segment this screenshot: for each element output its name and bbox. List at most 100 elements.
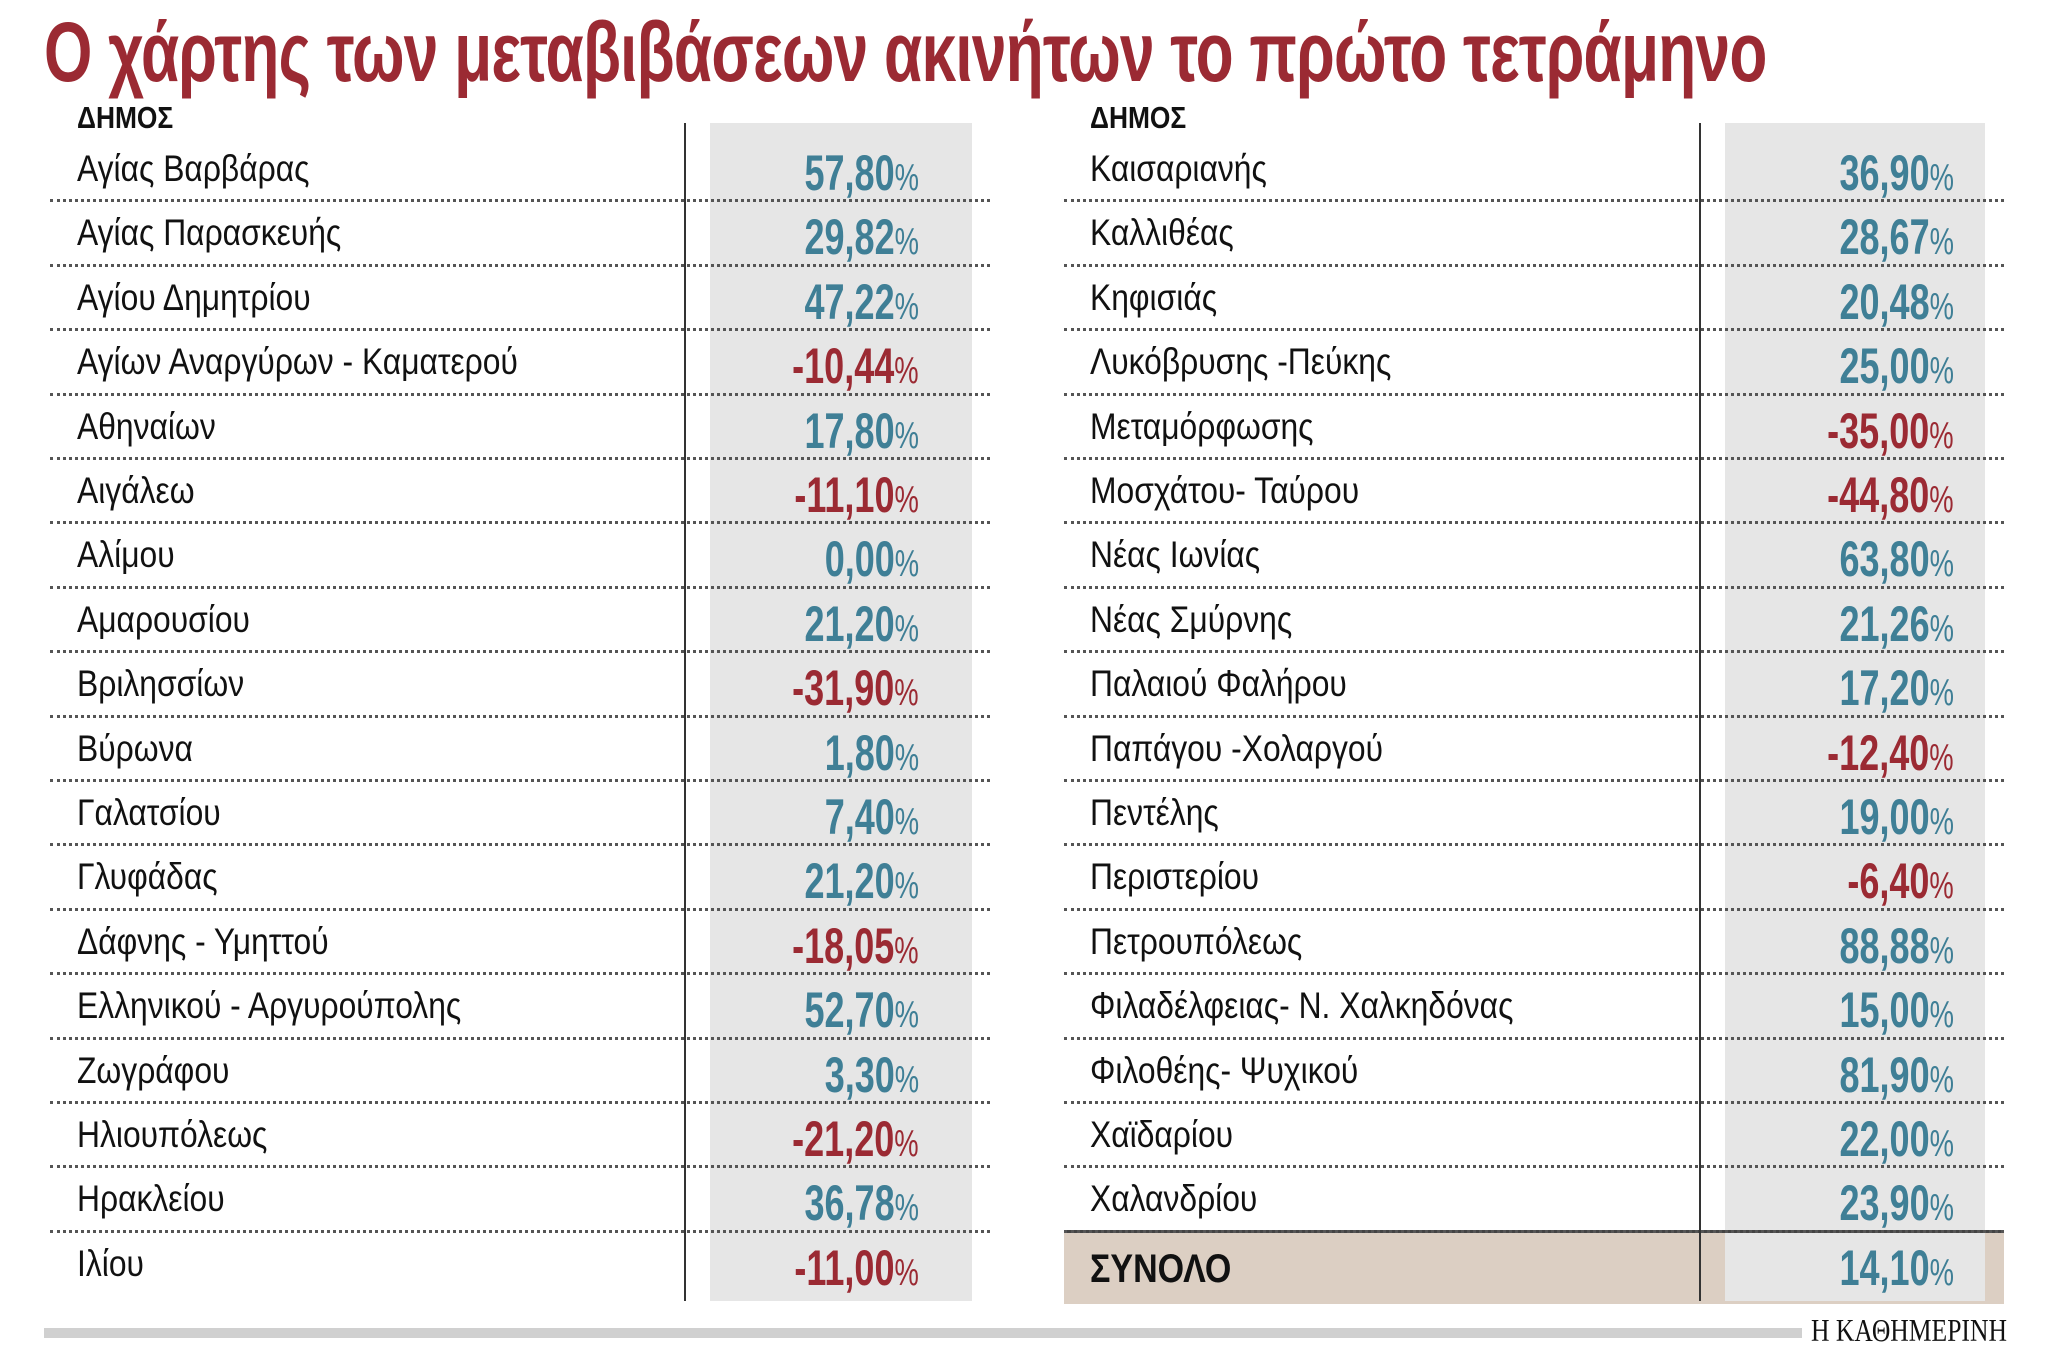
municipality-name: Βριλησσίων (77, 663, 245, 705)
change-value: 88,88% (1839, 917, 1954, 974)
table-row: Δάφνης - Υμηττού -18,05% (50, 911, 990, 976)
change-value: 52,70% (804, 982, 919, 1039)
municipality-name: Βύρωνα (77, 727, 193, 769)
chart-title: Ο χάρτης των μεταβιβάσεων ακινήτων το πρ… (44, 5, 1767, 99)
municipality-name: Φιλαδέλφειας- Ν. Χαλκηδόνας (1090, 985, 1514, 1027)
table-row: Αγίας Βαρβάρας 57,80% (50, 138, 990, 203)
change-value: -6,40% (1847, 853, 1954, 910)
row-divider (1064, 328, 2004, 332)
municipality-name: Αλίμου (77, 534, 175, 576)
change-value: 15,00% (1839, 982, 1954, 1039)
right-column-header: ΔΗΜΟΣ (1090, 100, 1187, 135)
table-row: Ηρακλείου 36,78% (50, 1168, 990, 1233)
municipality-name: Αγίας Βαρβάρας (77, 148, 310, 189)
municipality-name: Αιγάλεω (77, 470, 195, 511)
right-column-divider (1699, 123, 1701, 1301)
table-row: Αιγάλεω -11,10% (50, 460, 990, 525)
change-value: -18,05% (792, 917, 919, 974)
change-value: 22,00% (1839, 1111, 1954, 1167)
municipality-name: Γαλατσίου (77, 792, 221, 833)
table-row: Αμαρουσίου 21,20% (50, 589, 990, 654)
row-divider (50, 521, 990, 525)
row-divider (1064, 714, 2004, 718)
table-row: Νέας Σμύρνης 21,26% (1064, 589, 2004, 654)
row-divider (50, 328, 990, 332)
table-row: Γαλατσίου 7,40% (50, 782, 990, 847)
row-divider (1064, 778, 2004, 782)
total-value: 14,10% (1839, 1240, 1954, 1296)
row-divider (1064, 1165, 2004, 1169)
table-row: Αλίμου 0,00% (50, 524, 990, 589)
municipality-name: Μεταμόρφωσης (1090, 405, 1314, 447)
left-column-divider (684, 123, 686, 1301)
table-row: Βριλησσίων -31,90% (50, 653, 990, 718)
municipality-name: Παλαιού Φαλήρου (1090, 663, 1347, 705)
change-value: 20,48% (1839, 273, 1954, 330)
municipality-name: Καλλιθέας (1090, 212, 1234, 254)
municipality-name: Αμαρουσίου (77, 598, 250, 640)
row-divider (1064, 199, 2004, 203)
municipality-name: Πεντέλης (1090, 792, 1219, 833)
row-divider (1064, 521, 2004, 525)
row-divider (50, 714, 990, 718)
change-value: -12,40% (1827, 724, 1954, 781)
table-row: Χαϊδαρίου 22,00% (1064, 1104, 2004, 1169)
table-row: Καισαριανής 36,90% (1064, 138, 2004, 203)
table-row: Μεταμόρφωσης -35,00% (1064, 396, 2004, 460)
row-divider (50, 843, 990, 847)
change-value: 63,80% (1839, 531, 1954, 588)
total-value-row: 14,10% (1064, 1233, 2004, 1297)
source-logo: Η ΚΑΘΗΜΕΡΙΝΗ (1811, 1312, 2007, 1348)
table-row: Πεντέλης 19,00% (1064, 782, 2004, 847)
municipality-name: Νέας Σμύρνης (1090, 598, 1293, 640)
municipality-name: Αγίου Δημητρίου (77, 276, 311, 318)
municipality-name: Πετρουπόλεως (1090, 920, 1303, 962)
municipality-name: Κηφισιάς (1090, 276, 1218, 318)
change-value: 28,67% (1839, 209, 1954, 266)
row-divider (1064, 843, 2004, 847)
table-row: Παλαιού Φαλήρου 17,20% (1064, 653, 2004, 718)
left-value-column-bg (710, 123, 972, 1301)
municipality-name: Νέας Ιωνίας (1090, 534, 1261, 576)
right-value-column-bg (1725, 123, 1985, 1301)
row-divider (1064, 456, 2004, 460)
change-value: 36,90% (1839, 145, 1954, 201)
row-divider (1064, 392, 2004, 396)
municipality-name: Χαλανδρίου (1090, 1178, 1258, 1220)
change-value: 0,00% (824, 531, 919, 588)
table-row: Μοσχάτου- Ταύρου -44,80% (1064, 460, 2004, 525)
table-row: Αγίας Παρασκευής 29,82% (50, 202, 990, 267)
table-row: Αγίου Δημητρίου 47,22% (50, 267, 990, 332)
row-divider (1064, 1229, 2004, 1233)
row-divider (50, 585, 990, 589)
row-divider (50, 1165, 990, 1169)
change-value: -31,90% (792, 660, 919, 717)
table-row: Περιστερίου -6,40% (1064, 846, 2004, 911)
change-value: 17,20% (1839, 660, 1954, 717)
municipality-name: Ηρακλείου (77, 1178, 225, 1220)
change-value: -10,44% (792, 338, 919, 395)
row-divider (1064, 650, 2004, 654)
table-row: Πετρουπόλεως 88,88% (1064, 911, 2004, 976)
table-row: Νέας Ιωνίας 63,80% (1064, 524, 2004, 589)
left-column-header: ΔΗΜΟΣ (77, 100, 174, 135)
row-divider (50, 778, 990, 782)
change-value: 21,20% (804, 595, 919, 652)
row-divider (50, 1229, 990, 1233)
change-value: -35,00% (1827, 402, 1954, 459)
table-row: Ιλίου -11,00% (50, 1233, 990, 1297)
table-row: Φιλαδέλφειας- Ν. Χαλκηδόνας 15,00% (1064, 975, 2004, 1040)
row-divider (50, 392, 990, 396)
table-row: Ηλιουπόλεως -21,20% (50, 1104, 990, 1169)
row-divider (50, 907, 990, 911)
row-divider (50, 199, 990, 203)
change-value: -11,00% (794, 1239, 919, 1296)
row-divider (1064, 263, 2004, 267)
change-value: 36,78% (804, 1175, 919, 1232)
change-value: 3,30% (824, 1046, 919, 1103)
table-row: Κηφισιάς 20,48% (1064, 267, 2004, 332)
table-row: Βύρωνα 1,80% (50, 718, 990, 782)
row-divider (1064, 1036, 2004, 1040)
change-value: -44,80% (1827, 467, 1954, 523)
change-value: 47,22% (804, 273, 919, 330)
